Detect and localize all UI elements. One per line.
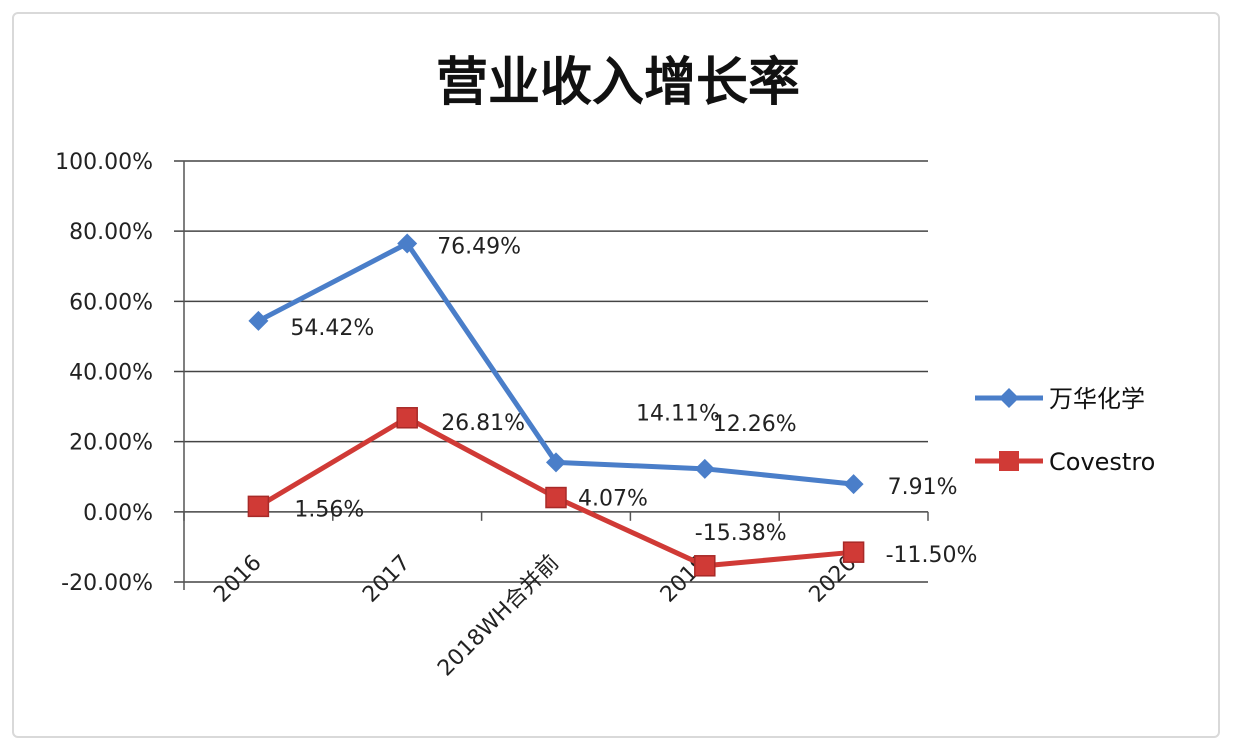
data-label: 12.26%	[713, 412, 797, 437]
y-tick-label: -20.00%	[61, 571, 153, 596]
legend-label: 万华化学	[1049, 385, 1145, 413]
x-tick-label: 2017	[358, 550, 415, 607]
y-tick-label: 80.00%	[69, 220, 153, 245]
y-tick-label: 20.00%	[69, 431, 153, 456]
x-tick-label: 2016	[209, 550, 266, 607]
legend-square-icon	[999, 451, 1019, 471]
data-label: 14.11%	[636, 401, 720, 426]
y-tick-label: 60.00%	[69, 290, 153, 315]
chart-title: 营业收入增长率	[436, 52, 800, 113]
y-tick-label: 40.00%	[69, 361, 153, 386]
legend-diamond-icon	[999, 388, 1019, 408]
data-point-square	[694, 555, 716, 577]
data-label: 76.49%	[437, 234, 521, 259]
data-label: 7.91%	[888, 475, 958, 500]
y-tick-label: 100.00%	[55, 150, 153, 175]
data-point-diamond	[397, 233, 418, 254]
data-point-square	[396, 407, 418, 429]
series-line-0	[257, 240, 854, 487]
data-point-square	[247, 495, 270, 518]
data-point-diamond	[843, 474, 864, 495]
data-label: 26.81%	[441, 411, 525, 436]
data-point-diamond	[248, 310, 269, 331]
data-label: 1.56%	[294, 497, 364, 522]
x-tick-label: 2018WH合并前	[433, 550, 564, 681]
data-point-diamond	[546, 452, 566, 473]
data-point-square	[842, 541, 865, 563]
legend-label: Covestro	[1049, 448, 1155, 476]
chart-frame	[12, 12, 1220, 738]
data-label: -11.50%	[886, 543, 978, 568]
y-tick-label: 0.00%	[83, 501, 153, 526]
data-label: 54.42%	[290, 316, 374, 341]
data-label: -15.38%	[695, 521, 787, 546]
data-point-diamond	[694, 458, 715, 479]
data-point-square	[545, 486, 567, 509]
data-label: 4.07%	[578, 487, 648, 512]
